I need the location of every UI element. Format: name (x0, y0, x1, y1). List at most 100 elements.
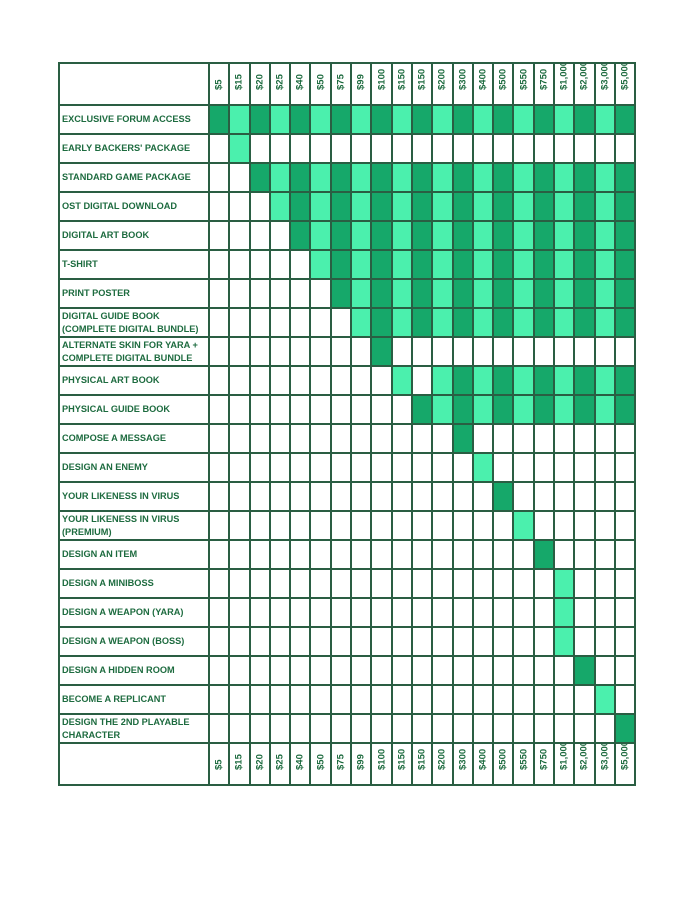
tier-cell-included (492, 365, 515, 396)
tier-cell-empty (431, 539, 454, 570)
tier-cell-empty (593, 539, 616, 570)
price-label: $25 (274, 754, 286, 770)
reward-label: PRINT POSTER (58, 278, 210, 309)
tier-cell-empty (207, 133, 231, 164)
tier-cell-empty (289, 394, 312, 425)
tier-cell-empty (207, 713, 231, 744)
price-label: $20 (254, 74, 266, 90)
tier-cell-included (390, 307, 413, 338)
tier-cell-empty (492, 336, 515, 367)
tier-cell-empty (309, 307, 332, 338)
price-label: $100 (376, 68, 388, 90)
tier-cell-empty (512, 626, 535, 657)
tier-cell-empty (553, 655, 576, 686)
tier-cell-included (613, 162, 637, 193)
tier-cell-empty (532, 336, 556, 367)
tier-cell-empty (431, 481, 454, 512)
tier-cell-empty (289, 626, 312, 657)
tier-cell-empty (268, 568, 292, 599)
tier-cell-empty (329, 510, 353, 541)
tier-cell-empty (309, 597, 332, 628)
reward-label: DIGITAL GUIDE BOOK (COMPLETE DIGITAL BUN… (58, 307, 210, 338)
price-label: $99 (355, 74, 367, 90)
tier-cell-empty (471, 684, 495, 715)
tier-cell-included (329, 278, 353, 309)
tier-cell-included (512, 394, 535, 425)
table-row: DESIGN THE 2ND PLAYABLE CHARACTER (58, 713, 637, 744)
footer-corner (58, 742, 210, 786)
tier-cell-empty (289, 133, 312, 164)
tier-cell-empty (329, 655, 353, 686)
tier-cell-empty (512, 452, 535, 483)
tier-cell-included (553, 104, 576, 135)
tier-cell-included (390, 220, 413, 251)
top-price-12: $300 (451, 62, 474, 106)
tier-cell-empty (268, 220, 292, 251)
price-label: $400 (477, 748, 489, 770)
top-price-18: $2,000 (573, 62, 596, 106)
tier-cell-empty (370, 626, 393, 657)
tier-cell-included (512, 510, 535, 541)
price-label: $500 (497, 748, 509, 770)
bottom-price-13: $400 (471, 742, 495, 786)
tier-cell-included (492, 191, 515, 222)
tier-cell-empty (268, 626, 292, 657)
tier-cell-empty (329, 539, 353, 570)
tier-cell-empty (532, 568, 556, 599)
price-label: $5 (213, 79, 225, 90)
tier-cell-empty (410, 510, 434, 541)
reward-label: DESIGN THE 2ND PLAYABLE CHARACTER (58, 713, 210, 744)
tier-cell-included (471, 365, 495, 396)
tier-cell-empty (289, 713, 312, 744)
tier-cell-empty (309, 394, 332, 425)
tier-cell-included (512, 307, 535, 338)
tier-cell-empty (228, 365, 251, 396)
reward-label: EARLY BACKERS' PACKAGE (58, 133, 210, 164)
tier-cell-empty (553, 510, 576, 541)
tier-cell-included (573, 655, 596, 686)
tier-cell-empty (370, 713, 393, 744)
tier-cell-empty (492, 452, 515, 483)
tier-cell-included (532, 394, 556, 425)
tier-cell-included (289, 191, 312, 222)
tier-cell-empty (573, 539, 596, 570)
tier-cell-empty (228, 481, 251, 512)
reward-label: DESIGN A MINIBOSS (58, 568, 210, 599)
reward-label: YOUR LIKENESS IN VIRUS (58, 481, 210, 512)
tier-cell-included (573, 249, 596, 280)
price-label: $75 (335, 74, 347, 90)
tier-cell-empty (390, 481, 413, 512)
tier-cell-included (593, 162, 616, 193)
tier-cell-empty (370, 510, 393, 541)
table-row: EARLY BACKERS' PACKAGE (58, 133, 637, 164)
tier-cell-empty (248, 655, 271, 686)
bottom-price-4: $40 (289, 742, 312, 786)
tier-cell-empty (268, 307, 292, 338)
tier-cell-empty (329, 365, 353, 396)
reward-label: PHYSICAL GUIDE BOOK (58, 394, 210, 425)
reward-label: YOUR LIKENESS IN VIRUS (PREMIUM) (58, 510, 210, 541)
tier-cell-included (471, 307, 495, 338)
tier-cell-included (370, 307, 393, 338)
tier-cell-empty (309, 539, 332, 570)
tier-cell-empty (553, 423, 576, 454)
tier-cell-included (431, 394, 454, 425)
tier-cell-included (329, 191, 353, 222)
tier-cell-empty (329, 626, 353, 657)
tier-cell-included (532, 249, 556, 280)
tier-cell-empty (207, 481, 231, 512)
tier-cell-empty (207, 336, 231, 367)
tier-cell-empty (532, 655, 556, 686)
tier-cell-included (613, 394, 637, 425)
tier-cell-empty (593, 452, 616, 483)
tier-cell-empty (431, 568, 454, 599)
top-price-2: $20 (248, 62, 271, 106)
top-price-10: $150 (410, 62, 434, 106)
tier-cell-included (471, 249, 495, 280)
tier-cell-empty (451, 336, 474, 367)
tier-cell-empty (289, 336, 312, 367)
tier-cell-empty (309, 626, 332, 657)
price-label: $15 (233, 74, 245, 90)
tier-cell-empty (248, 336, 271, 367)
tier-cell-included (370, 220, 393, 251)
